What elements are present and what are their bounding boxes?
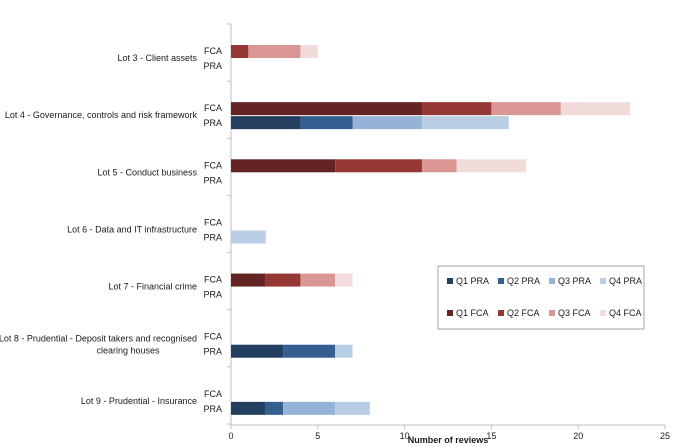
sub-label-pra: PRA (203, 118, 222, 128)
legend-label: Q1 PRA (456, 276, 489, 286)
sub-label-pra: PRA (203, 175, 222, 185)
bar-segment-q4-fca (335, 273, 353, 287)
legend-swatch (549, 310, 555, 316)
bar-segment-q2-fca (421, 102, 492, 116)
x-axis-title: Number of reviews (408, 435, 489, 445)
legend-label: Q3 PRA (558, 276, 591, 286)
legend-item: Q3 PRA (549, 276, 591, 286)
x-tick-label: 25 (660, 431, 670, 441)
sub-label-fca: FCA (204, 275, 222, 285)
bar-segment-q3-pra (283, 401, 336, 415)
sub-label-pra: PRA (203, 347, 222, 357)
category-label: Lot 4 - Governance, controls and risk fr… (5, 110, 198, 120)
x-tick-label: 15 (486, 431, 496, 441)
bar-segment-q2-fca (231, 45, 249, 58)
bar-segment-q4-pra (231, 230, 266, 244)
legend-label: Q4 FCA (609, 308, 642, 318)
legend-swatch (549, 278, 555, 284)
bar-segment-q2-pra (265, 401, 284, 415)
bar-segment-q3-fca (300, 273, 336, 287)
x-tick-label: 20 (573, 431, 583, 441)
bar-segment-q1-pra (231, 401, 266, 415)
category-label: Lot 6 - Data and IT infrastructure (67, 224, 197, 234)
bar-segment-q1-fca (231, 159, 336, 173)
legend-swatch (447, 278, 453, 284)
sub-label-fca: FCA (204, 389, 222, 399)
category-label: Lot 3 - Client assets (117, 53, 197, 63)
sub-label-fca: FCA (204, 332, 222, 342)
legend-label: Q3 FCA (558, 308, 591, 318)
legend-label: Q4 PRA (609, 276, 642, 286)
legend-item: Q3 FCA (549, 308, 591, 318)
sub-label-pra: PRA (203, 232, 222, 242)
bar-segment-q1-pra (231, 344, 284, 358)
legend-label: Q1 FCA (456, 308, 489, 318)
legend-item: Q1 FCA (447, 308, 489, 318)
category-label: Lot 9 - Prudential - Insurance (81, 396, 197, 406)
x-tick-label: 10 (400, 431, 410, 441)
bar-segment-q1-fca (231, 102, 422, 116)
legend-item: Q4 PRA (600, 276, 642, 286)
legend-swatch (498, 278, 504, 284)
legend: Q1 PRA Q2 PRA Q3 PRA Q4 PRA Q1 FCA Q2 FCA Q3 F… (437, 265, 645, 330)
bar-segment-q3-fca (248, 45, 301, 58)
sub-label-pra: PRA (203, 404, 222, 414)
bar-segment-q4-pra (421, 116, 509, 130)
bar-segment-q2-fca (265, 273, 301, 287)
sub-label-fca: FCA (204, 217, 222, 227)
legend-swatch (447, 310, 453, 316)
legend-swatch (600, 278, 606, 284)
sub-label-pra: PRA (203, 61, 222, 71)
legend-item: Q2 PRA (498, 276, 540, 286)
bar-segment-q4-fca (456, 159, 527, 173)
legend-item: Q1 PRA (447, 276, 489, 286)
x-axis-ticks: 0 5 10 15 20 25 (228, 425, 670, 441)
legend-item: Q4 FCA (600, 308, 642, 318)
bar-segment-q3-fca (421, 159, 457, 173)
category-label: Lot 5 - Conduct business (97, 167, 197, 177)
bar-segment-q1-pra (231, 116, 301, 130)
bar-segment-q2-fca (335, 159, 422, 173)
bars (231, 45, 631, 415)
bar-segment-q4-pra (335, 401, 370, 415)
category-labels: FCA PRA Lot 3 - Client assets FCA PRA Lot 4 -… (0, 46, 222, 414)
bar-segment-q3-fca (491, 102, 561, 116)
bar-segment-q1-fca (231, 273, 266, 287)
category-label: Lot 8 - Prudential - Deposit takers and … (0, 334, 197, 356)
sub-label-fca: FCA (204, 103, 222, 113)
legend-swatch (600, 310, 606, 316)
bar-segment-q3-pra (352, 116, 422, 130)
legend-box (437, 265, 645, 330)
bar-segment-q2-pra (283, 344, 336, 358)
legend-swatch (498, 310, 504, 316)
legend-label: Q2 PRA (507, 276, 540, 286)
bar-segment-q4-pra (335, 344, 353, 358)
sub-label-pra: PRA (203, 290, 222, 300)
sub-label-fca: FCA (204, 46, 222, 56)
axes (227, 23, 665, 426)
bar-segment-q4-fca (560, 102, 631, 116)
x-tick-label: 5 (315, 431, 320, 441)
x-tick-label: 0 (228, 431, 233, 441)
bar-segment-q2-pra (300, 116, 353, 130)
bar-segment-q4-fca (300, 45, 318, 58)
sub-label-fca: FCA (204, 160, 222, 170)
category-label: Lot 7 - Financial crime (108, 282, 197, 292)
legend-item: Q2 FCA (498, 308, 540, 318)
legend-label: Q2 FCA (507, 308, 540, 318)
